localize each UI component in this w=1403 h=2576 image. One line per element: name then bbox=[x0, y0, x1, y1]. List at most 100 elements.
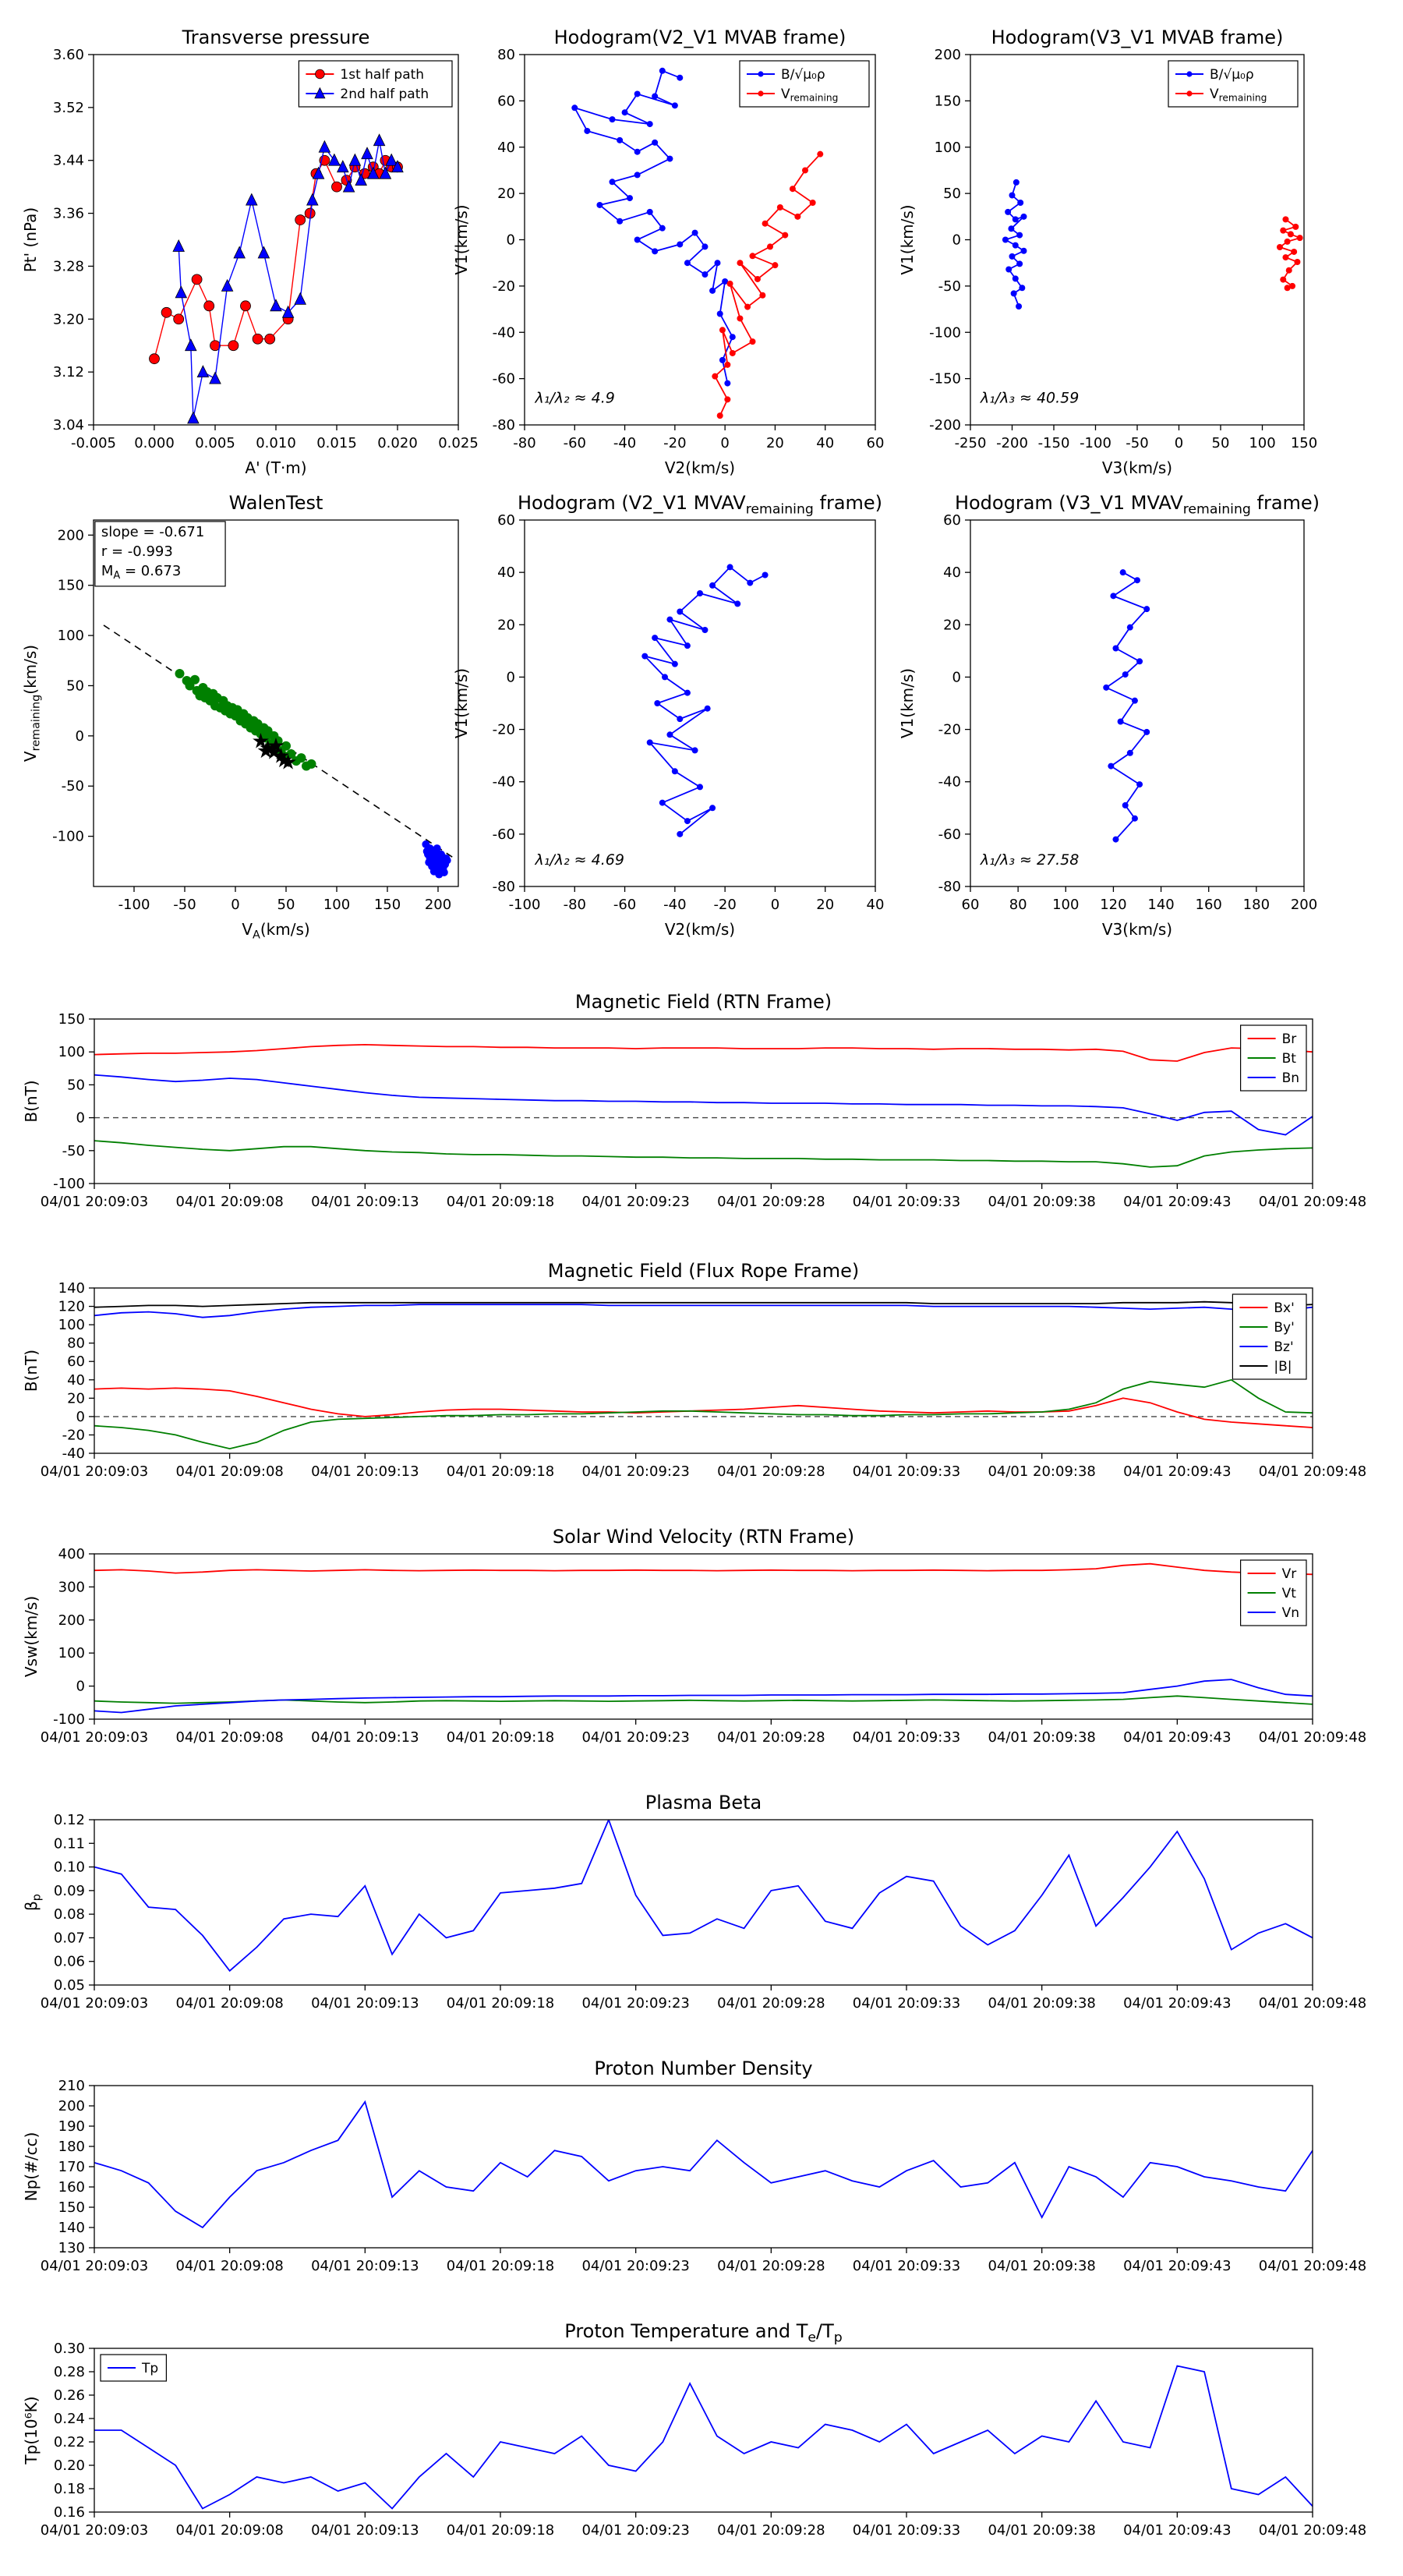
svg-text:04/01 20:09:33: 04/01 20:09:33 bbox=[853, 1463, 960, 1480]
svg-text:40: 40 bbox=[67, 1372, 85, 1389]
svg-text:0.30: 0.30 bbox=[54, 2341, 85, 2357]
svg-text:0.22: 0.22 bbox=[54, 2434, 85, 2450]
svg-text:100: 100 bbox=[323, 897, 350, 913]
svg-text:V3(km/s): V3(km/s) bbox=[1102, 920, 1172, 939]
svg-text:60: 60 bbox=[943, 512, 961, 529]
svg-text:0: 0 bbox=[76, 1679, 85, 1695]
svg-text:λ₁/λ₂ ≈ 4.69: λ₁/λ₂ ≈ 4.69 bbox=[535, 851, 624, 869]
svg-text:Proton Temperature and Te/Tp: Proton Temperature and Te/Tp bbox=[564, 2320, 842, 2345]
svg-text:-60: -60 bbox=[493, 826, 515, 843]
svg-text:3.44: 3.44 bbox=[53, 153, 84, 169]
svg-text:160: 160 bbox=[1196, 897, 1222, 913]
svg-text:60: 60 bbox=[497, 93, 515, 109]
svg-text:100: 100 bbox=[58, 628, 84, 644]
svg-text:-80: -80 bbox=[493, 879, 515, 895]
svg-text:Tp(10⁶K): Tp(10⁶K) bbox=[22, 2396, 41, 2465]
svg-text:50: 50 bbox=[1212, 435, 1230, 451]
svg-text:0.24: 0.24 bbox=[54, 2411, 85, 2427]
svg-text:0.26: 0.26 bbox=[54, 2387, 85, 2404]
svg-text:20: 20 bbox=[943, 617, 961, 633]
svg-text:04/01 20:09:38: 04/01 20:09:38 bbox=[988, 1995, 1095, 2012]
svg-text:3.20: 3.20 bbox=[53, 311, 84, 327]
svg-text:-200: -200 bbox=[929, 417, 961, 433]
svg-text:04/01 20:09:18: 04/01 20:09:18 bbox=[447, 2258, 554, 2274]
svg-text:Vremaining: Vremaining bbox=[781, 87, 838, 104]
svg-text:04/01 20:09:18: 04/01 20:09:18 bbox=[447, 1995, 554, 2012]
svg-text:210: 210 bbox=[58, 2078, 85, 2094]
svg-text:04/01 20:09:43: 04/01 20:09:43 bbox=[1123, 1995, 1231, 2012]
svg-text:-20: -20 bbox=[938, 722, 961, 738]
svg-text:04/01 20:09:33: 04/01 20:09:33 bbox=[853, 2258, 960, 2274]
svg-text:04/01 20:09:43: 04/01 20:09:43 bbox=[1123, 2522, 1231, 2539]
svg-text:04/01 20:09:03: 04/01 20:09:03 bbox=[41, 2258, 148, 2274]
svg-text:04/01 20:09:28: 04/01 20:09:28 bbox=[717, 2258, 825, 2274]
svg-text:04/01 20:09:23: 04/01 20:09:23 bbox=[581, 1995, 689, 2012]
svg-text:A' (T·m): A' (T·m) bbox=[245, 458, 306, 477]
svg-text:0.020: 0.020 bbox=[377, 435, 418, 451]
svg-text:200: 200 bbox=[1291, 897, 1317, 913]
svg-text:0.11: 0.11 bbox=[54, 1835, 85, 1852]
svg-text:150: 150 bbox=[935, 93, 961, 109]
svg-text:3.52: 3.52 bbox=[53, 100, 84, 116]
svg-text:1st half path: 1st half path bbox=[340, 67, 424, 83]
svg-text:-20: -20 bbox=[713, 897, 736, 913]
svg-text:-100: -100 bbox=[509, 897, 541, 913]
svg-text:-80: -80 bbox=[564, 897, 586, 913]
svg-text:0.015: 0.015 bbox=[316, 435, 357, 451]
chart-proton-temp: 04/01 20:09:03 04/01 20:09:08 04/01 20:09:… bbox=[22, 2320, 1366, 2539]
svg-text:Pt' (nPa): Pt' (nPa) bbox=[21, 207, 40, 272]
svg-text:04/01 20:09:03: 04/01 20:09:03 bbox=[41, 1194, 148, 1210]
svg-text:04/01 20:09:18: 04/01 20:09:18 bbox=[447, 1463, 554, 1480]
svg-text:20: 20 bbox=[816, 897, 834, 913]
svg-text:WalenTest: WalenTest bbox=[229, 492, 323, 514]
svg-text:40: 40 bbox=[943, 564, 961, 581]
svg-text:Solar Wind Velocity (RTN Frame: Solar Wind Velocity (RTN Frame) bbox=[553, 1526, 854, 1548]
svg-text:3.04: 3.04 bbox=[53, 417, 84, 433]
svg-text:r = -0.993: r = -0.993 bbox=[101, 543, 173, 560]
svg-text:20: 20 bbox=[67, 1390, 85, 1407]
svg-text:-80: -80 bbox=[938, 879, 961, 895]
svg-text:04/01 20:09:18: 04/01 20:09:18 bbox=[447, 2522, 554, 2539]
svg-text:04/01 20:09:08: 04/01 20:09:08 bbox=[175, 2258, 283, 2274]
chart-sw-velocity: 04/01 20:09:03 04/01 20:09:08 04/01 20:09:… bbox=[22, 1526, 1366, 1746]
svg-text:60: 60 bbox=[867, 435, 885, 451]
svg-text:0: 0 bbox=[952, 669, 961, 685]
svg-text:-50: -50 bbox=[62, 778, 84, 794]
svg-text:100: 100 bbox=[58, 1044, 85, 1060]
svg-text:Hodogram(V2_V1 MVAB frame): Hodogram(V2_V1 MVAB frame) bbox=[554, 27, 846, 48]
svg-text:04/01 20:09:23: 04/01 20:09:23 bbox=[581, 1463, 689, 1480]
svg-text:0: 0 bbox=[1175, 435, 1183, 451]
svg-text:0.20: 0.20 bbox=[54, 2457, 85, 2474]
svg-text:slope = -0.671: slope = -0.671 bbox=[101, 524, 204, 540]
svg-text:Vremaining: Vremaining bbox=[1210, 87, 1267, 104]
svg-text:04/01 20:09:08: 04/01 20:09:08 bbox=[175, 1194, 283, 1210]
svg-text:140: 140 bbox=[58, 1280, 85, 1297]
svg-text:★: ★ bbox=[274, 748, 293, 773]
svg-text:04/01 20:09:43: 04/01 20:09:43 bbox=[1123, 1463, 1231, 1480]
svg-text:100: 100 bbox=[58, 1645, 85, 1661]
svg-text:04/01 20:09:13: 04/01 20:09:13 bbox=[311, 2522, 419, 2539]
svg-text:0: 0 bbox=[771, 897, 779, 913]
svg-text:180: 180 bbox=[1243, 897, 1270, 913]
svg-text:-150: -150 bbox=[1038, 435, 1070, 451]
svg-text:0.08: 0.08 bbox=[54, 1906, 85, 1923]
svg-text:200: 200 bbox=[58, 2098, 85, 2114]
svg-text:3.28: 3.28 bbox=[53, 258, 84, 274]
svg-text:300: 300 bbox=[58, 1579, 85, 1595]
svg-text:04/01 20:09:03: 04/01 20:09:03 bbox=[41, 1729, 148, 1746]
svg-text:04/01 20:09:23: 04/01 20:09:23 bbox=[581, 2258, 689, 2274]
svg-text:-60: -60 bbox=[613, 897, 636, 913]
svg-text:-40: -40 bbox=[938, 774, 961, 791]
svg-text:Vremaining(km/s): Vremaining(km/s) bbox=[21, 645, 42, 762]
svg-text:100: 100 bbox=[935, 140, 961, 156]
svg-text:200: 200 bbox=[58, 527, 84, 543]
svg-text:04/01 20:09:13: 04/01 20:09:13 bbox=[311, 1194, 419, 1210]
svg-text:-40: -40 bbox=[493, 774, 515, 791]
svg-text:04/01 20:09:33: 04/01 20:09:33 bbox=[853, 1729, 960, 1746]
svg-text:-250: -250 bbox=[955, 435, 987, 451]
svg-text:20: 20 bbox=[497, 617, 515, 633]
svg-text:04/01 20:09:48: 04/01 20:09:48 bbox=[1259, 1995, 1366, 2012]
svg-text:★: ★ bbox=[267, 734, 285, 759]
svg-text:Hodogram(V3_V1 MVAB frame): Hodogram(V3_V1 MVAB frame) bbox=[991, 27, 1284, 48]
svg-text:-100: -100 bbox=[53, 1711, 85, 1728]
